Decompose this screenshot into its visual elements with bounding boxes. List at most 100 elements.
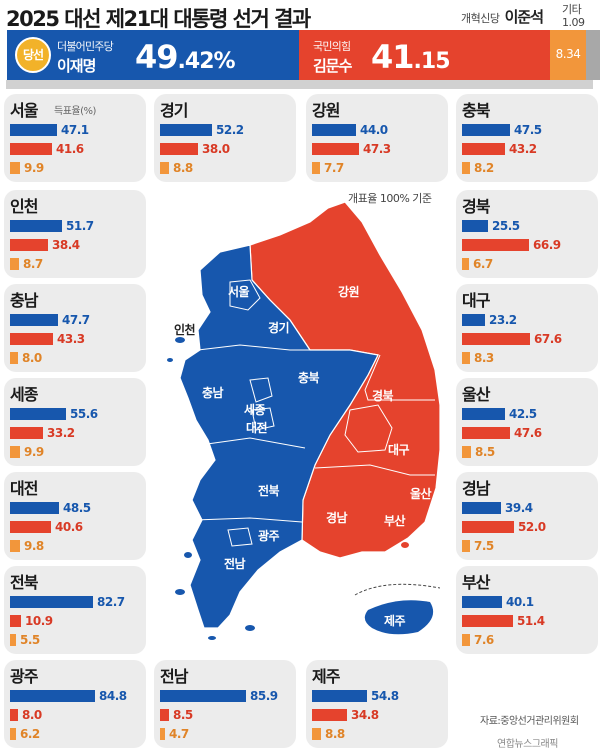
value-label: 33.2 xyxy=(47,426,75,440)
region-card: 경남 39.4 52.0 7.5 xyxy=(456,472,598,560)
bar-이재명 xyxy=(312,124,356,136)
value-label: 6.7 xyxy=(473,257,493,271)
region-name: 충북 xyxy=(462,101,490,120)
bar-김문수 xyxy=(462,615,513,627)
source-note: 자료:중앙선거관리위원회 xyxy=(480,716,579,727)
bar-이재명 xyxy=(10,408,66,420)
bar-이준석 xyxy=(10,446,20,458)
bar-이재명 xyxy=(462,502,501,514)
map-label-jeonnam: 전남 xyxy=(224,556,246,571)
map-label-gyeonggi: 경기 xyxy=(268,320,289,335)
bar-이재명 xyxy=(10,124,57,136)
value-label: 7.5 xyxy=(474,539,494,553)
map-label-jeonbuk: 전북 xyxy=(258,483,280,498)
korea-map: 서울 경기 인천 강원 충남 충북 세종 대전 경북 대구 전북 경남 울산 부… xyxy=(167,201,440,640)
bar-이준석 xyxy=(462,634,470,646)
reform-name: 이준석 xyxy=(504,8,544,26)
national-result-bar: 당선 더불어민주당 이재명 49.42% 국민의힘 김문수 41.15 8.34 xyxy=(7,30,600,80)
value-label: 41.6 xyxy=(56,142,84,156)
value-label: 47.3 xyxy=(363,142,391,156)
bar-이준석 xyxy=(462,162,470,174)
value-label: 9.9 xyxy=(24,445,44,459)
region-name: 부산 xyxy=(462,573,490,592)
value-label: 8.2 xyxy=(474,161,494,175)
lee-pct-int: 49 xyxy=(135,38,179,76)
value-label: 66.9 xyxy=(533,238,561,252)
bar-이준석 xyxy=(462,540,470,552)
lee-pct: 49.42% xyxy=(135,38,236,76)
value-label: 8.3 xyxy=(474,351,494,365)
kim-pct: 41.15 xyxy=(371,38,451,76)
map-label-daegu: 대구 xyxy=(388,443,410,457)
value-label: 42.5 xyxy=(509,407,537,421)
bar-김문수 xyxy=(10,333,53,345)
value-label: 51.7 xyxy=(66,219,94,233)
value-label: 85.9 xyxy=(250,689,278,703)
kim-pct-int: 41 xyxy=(371,38,415,76)
reform-candidate-label: 개혁신당 이준석 xyxy=(413,6,544,27)
value-label: 47.5 xyxy=(514,123,542,137)
map-label-daejeon: 대전 xyxy=(246,420,268,435)
region-card: 전남 85.9 8.5 4.7 xyxy=(154,660,296,748)
bar-shadow xyxy=(6,80,593,89)
bar-이준석 xyxy=(10,728,16,740)
value-label: 82.7 xyxy=(97,595,125,609)
value-label: 38.0 xyxy=(202,142,230,156)
other-pct: 1.09 xyxy=(562,16,585,29)
value-label: 55.6 xyxy=(70,407,98,421)
winner-badge: 당선 xyxy=(15,37,51,73)
map-label-gangwon: 강원 xyxy=(338,285,359,299)
region-name: 세종 xyxy=(10,385,38,404)
kim-pct-dec: .15 xyxy=(413,49,451,74)
lee-pct-unit: % xyxy=(213,49,236,74)
value-label: 8.5 xyxy=(173,708,193,722)
bar-이재명 xyxy=(462,596,502,608)
value-label: 47.6 xyxy=(514,426,542,440)
reform-party: 개혁신당 xyxy=(461,12,500,25)
region-name: 경남 xyxy=(462,479,490,498)
region-name: 인천 xyxy=(10,197,38,216)
value-label: 52.2 xyxy=(216,123,244,137)
ppp-segment: 국민의힘 김문수 41.15 xyxy=(299,30,550,80)
lee-party: 더불어민주당 xyxy=(57,40,114,53)
value-label: 84.8 xyxy=(99,689,127,703)
bar-김문수 xyxy=(160,709,169,721)
bar-김문수 xyxy=(10,143,52,155)
region-name: 대전 xyxy=(10,479,38,498)
bar-이준석 xyxy=(10,258,19,270)
value-label: 48.5 xyxy=(63,501,91,515)
map-label-chungnam: 충남 xyxy=(202,385,224,400)
bar-이재명 xyxy=(462,314,485,326)
region-name: 광주 xyxy=(10,667,38,686)
bar-김문수 xyxy=(10,239,48,251)
bar-이재명 xyxy=(10,314,58,326)
map-label-sejong: 세종 xyxy=(244,402,266,417)
bar-이준석 xyxy=(160,728,165,740)
value-label: 8.5 xyxy=(475,445,495,459)
bar-이준석 xyxy=(462,352,470,364)
bar-이재명 xyxy=(160,124,212,136)
region-name: 경북 xyxy=(462,197,490,216)
bar-이준석 xyxy=(10,634,16,646)
bar-김문수 xyxy=(160,143,198,155)
region-card: 경북 25.5 66.9 6.7 xyxy=(456,190,598,278)
other-candidates-label: 기타 1.09 xyxy=(562,3,600,29)
region-card: 인천 51.7 38.4 8.7 xyxy=(4,190,146,278)
bar-이재명 xyxy=(160,690,246,702)
bar-김문수 xyxy=(462,239,529,251)
value-label: 38.4 xyxy=(52,238,80,252)
map-region-west xyxy=(179,244,379,629)
kim-candidate: 국민의힘 김문수 xyxy=(313,38,352,76)
map-label-gyeongnam: 경남 xyxy=(326,510,348,525)
bar-이준석 xyxy=(462,258,469,270)
region-name: 울산 xyxy=(462,385,490,404)
kim-name: 김문수 xyxy=(313,57,352,75)
region-card: 울산 42.5 47.6 8.5 xyxy=(456,378,598,466)
region-card: 광주 84.8 8.0 6.2 xyxy=(4,660,146,748)
region-card: 충북 47.5 43.2 8.2 xyxy=(456,94,598,182)
value-label: 40.1 xyxy=(506,595,534,609)
lee-name: 이재명 xyxy=(57,57,96,75)
bar-김문수 xyxy=(10,709,18,721)
bar-김문수 xyxy=(462,333,530,345)
value-label: 8.0 xyxy=(22,351,42,365)
